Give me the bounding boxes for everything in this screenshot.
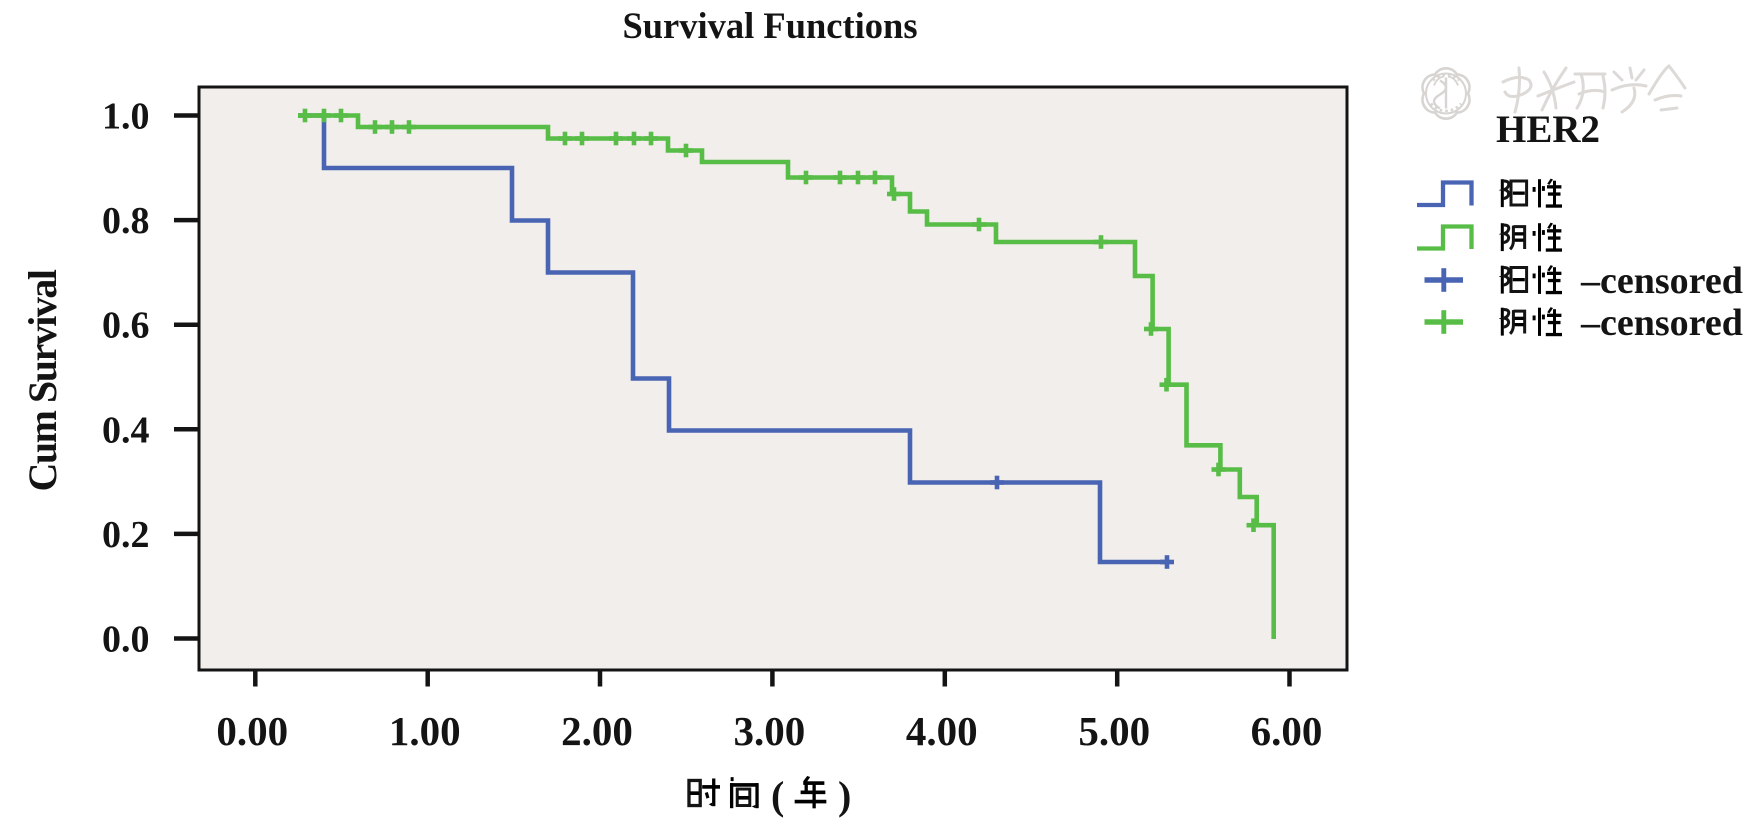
svg-text:0.4: 0.4 — [102, 409, 150, 451]
svg-text:5.00: 5.00 — [1078, 708, 1150, 754]
svg-text:Survival Functions: Survival Functions — [622, 5, 917, 46]
svg-text:6.00: 6.00 — [1251, 708, 1323, 754]
svg-text:0.8: 0.8 — [102, 200, 150, 242]
svg-text:1.0: 1.0 — [102, 96, 150, 138]
svg-text:HER2: HER2 — [1496, 108, 1600, 151]
svg-text:–censored: –censored — [1580, 260, 1743, 302]
svg-text:–censored: –censored — [1580, 302, 1743, 344]
svg-text:0.2: 0.2 — [102, 514, 150, 556]
svg-text:0.00: 0.00 — [216, 708, 288, 754]
svg-text:(: ( — [771, 773, 784, 818]
svg-text:1.00: 1.00 — [389, 708, 461, 754]
svg-text:0.0: 0.0 — [102, 619, 150, 661]
svg-text:2.00: 2.00 — [561, 708, 633, 754]
svg-text:4.00: 4.00 — [906, 708, 978, 754]
svg-text:Cum Survival: Cum Survival — [20, 269, 65, 491]
svg-text:0.6: 0.6 — [102, 305, 150, 347]
svg-text:): ) — [838, 773, 851, 818]
svg-text:3.00: 3.00 — [734, 708, 806, 754]
